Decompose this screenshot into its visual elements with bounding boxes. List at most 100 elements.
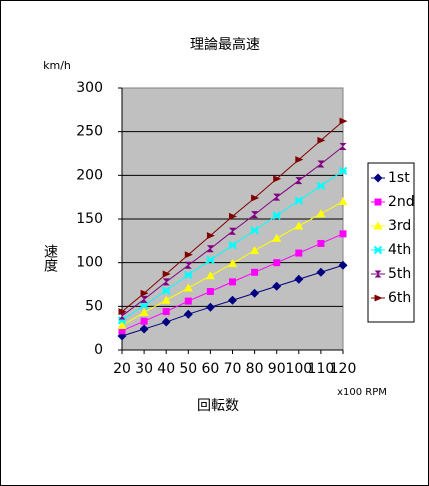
point — [229, 278, 236, 286]
legend-marker — [374, 270, 382, 278]
point — [338, 260, 348, 270]
point — [317, 136, 326, 144]
legend-marker — [373, 221, 383, 230]
point — [339, 230, 347, 238]
point — [273, 193, 281, 201]
point — [338, 197, 348, 206]
x-tick-label: 80 — [246, 361, 264, 377]
point — [272, 281, 282, 291]
point — [339, 117, 348, 125]
point — [206, 232, 215, 240]
point — [161, 286, 171, 295]
point — [250, 226, 259, 235]
point — [316, 181, 326, 191]
point — [272, 233, 282, 242]
point — [184, 270, 193, 280]
point — [140, 295, 148, 303]
legend-label: 2nd — [388, 194, 415, 210]
point — [250, 288, 260, 298]
point — [184, 261, 192, 269]
point — [205, 302, 215, 312]
point — [317, 239, 325, 247]
y-tick-label: 200 — [76, 167, 103, 183]
y-tick-label: 150 — [76, 211, 103, 227]
point — [295, 177, 303, 185]
x-tick-label: 70 — [224, 361, 242, 377]
x-tick-label: 50 — [179, 361, 197, 377]
point — [317, 160, 325, 168]
x-tick-label: 40 — [157, 361, 175, 377]
point — [139, 307, 149, 316]
y-axis-label: 速度 — [42, 244, 58, 272]
legend-label: 1st — [388, 170, 410, 186]
point — [118, 308, 127, 316]
legend-marker — [374, 198, 382, 206]
point — [117, 316, 127, 325]
point — [162, 278, 170, 286]
y-tick-label: 0 — [94, 342, 103, 358]
point — [183, 309, 193, 319]
legend-marker — [373, 173, 383, 183]
point — [205, 271, 215, 280]
x-unit-label: x100 RPM — [337, 387, 387, 398]
point — [294, 274, 304, 284]
point — [295, 249, 303, 257]
x-axis-label: 回転数 — [197, 398, 239, 414]
point — [162, 308, 170, 316]
point — [272, 211, 281, 220]
y-tick-label: 100 — [76, 255, 103, 271]
y-unit-label: km/h — [43, 59, 71, 72]
x-tick-label: 90 — [268, 361, 286, 377]
point — [162, 270, 171, 278]
x-tick-label: 20 — [113, 361, 131, 377]
point — [273, 175, 282, 183]
point — [140, 317, 148, 325]
point — [338, 166, 348, 176]
point — [228, 295, 237, 305]
point — [229, 212, 237, 220]
y-tick-label: 50 — [85, 298, 103, 314]
point — [228, 259, 237, 268]
x-tick-label: 120 — [330, 361, 357, 377]
y-tick-label: 300 — [76, 80, 103, 96]
point — [139, 301, 149, 310]
point — [161, 317, 171, 327]
point — [183, 283, 193, 292]
legend-label: 6th — [388, 290, 411, 306]
legend-label: 3rd — [388, 218, 411, 234]
point — [206, 255, 215, 265]
point — [251, 194, 260, 202]
y-tick-label: 250 — [76, 124, 103, 140]
legend-label: 4th — [388, 242, 411, 258]
point — [316, 267, 326, 277]
x-tick-label: 100 — [285, 361, 312, 377]
point — [139, 324, 149, 334]
point — [339, 143, 347, 151]
point — [140, 289, 149, 297]
x-tick-label: 30 — [135, 361, 153, 377]
point — [228, 240, 237, 250]
legend-label: 5th — [388, 266, 411, 282]
point — [184, 251, 193, 259]
point — [250, 245, 260, 254]
point — [316, 209, 326, 218]
x-tick-label: 110 — [308, 361, 335, 377]
point — [251, 211, 259, 219]
point — [273, 259, 281, 267]
x-tick-label: 60 — [201, 361, 219, 377]
chart-title: 理論最高速 — [190, 36, 260, 53]
point — [184, 297, 192, 305]
point — [117, 321, 127, 330]
point — [295, 156, 304, 164]
point — [251, 268, 259, 276]
point — [206, 245, 214, 253]
legend-marker — [373, 245, 383, 255]
legend-marker — [374, 294, 383, 302]
point — [229, 227, 236, 235]
point — [294, 196, 304, 205]
point — [161, 295, 171, 304]
point — [206, 287, 214, 295]
point — [294, 221, 304, 230]
